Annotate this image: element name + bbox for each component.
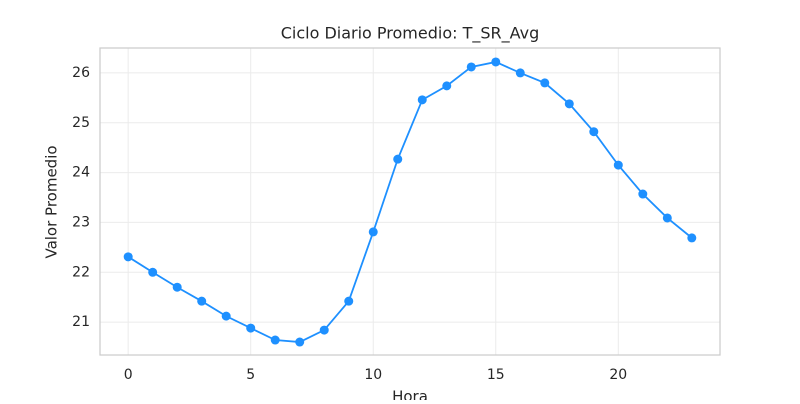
y-tick-label: 26 — [72, 65, 90, 81]
data-point — [123, 252, 133, 262]
plot-frame — [99, 47, 721, 356]
data-point — [246, 323, 256, 333]
y-tick-label: 24 — [72, 165, 90, 181]
data-point — [515, 68, 525, 78]
data-point — [148, 267, 158, 277]
data-point — [491, 57, 501, 67]
data-point — [319, 325, 329, 335]
x-tick-label: 15 — [487, 367, 505, 383]
data-point — [393, 154, 403, 164]
y-tick-label: 22 — [72, 264, 90, 280]
data-point — [295, 337, 305, 347]
data-point — [417, 95, 427, 105]
y-tick-label: 21 — [72, 314, 90, 330]
data-point — [687, 233, 697, 243]
data-point — [564, 99, 574, 109]
x-tick-label: 0 — [124, 367, 133, 383]
data-point — [638, 189, 648, 199]
data-point — [540, 78, 550, 88]
data-point — [172, 282, 182, 292]
x-tick-label: 20 — [609, 367, 627, 383]
chart-title: Ciclo Diario Promedio: T_SR_Avg — [281, 24, 540, 44]
data-point — [368, 227, 378, 237]
data-point — [662, 213, 672, 223]
data-point — [344, 296, 354, 306]
data-point — [589, 127, 599, 137]
data-point — [221, 311, 231, 321]
data-point — [466, 62, 476, 72]
data-point — [442, 81, 452, 91]
data-point — [197, 296, 207, 306]
x-tick-label: 10 — [364, 367, 382, 383]
y-tick-label: 25 — [72, 115, 90, 131]
x-tick-label: 5 — [246, 367, 255, 383]
data-point — [613, 160, 623, 170]
data-line — [127, 61, 693, 343]
x-axis-label: Hora — [392, 388, 428, 401]
data-point — [270, 335, 280, 345]
y-axis-label: Valor Promedio — [43, 145, 61, 258]
y-tick-label: 23 — [72, 214, 90, 230]
